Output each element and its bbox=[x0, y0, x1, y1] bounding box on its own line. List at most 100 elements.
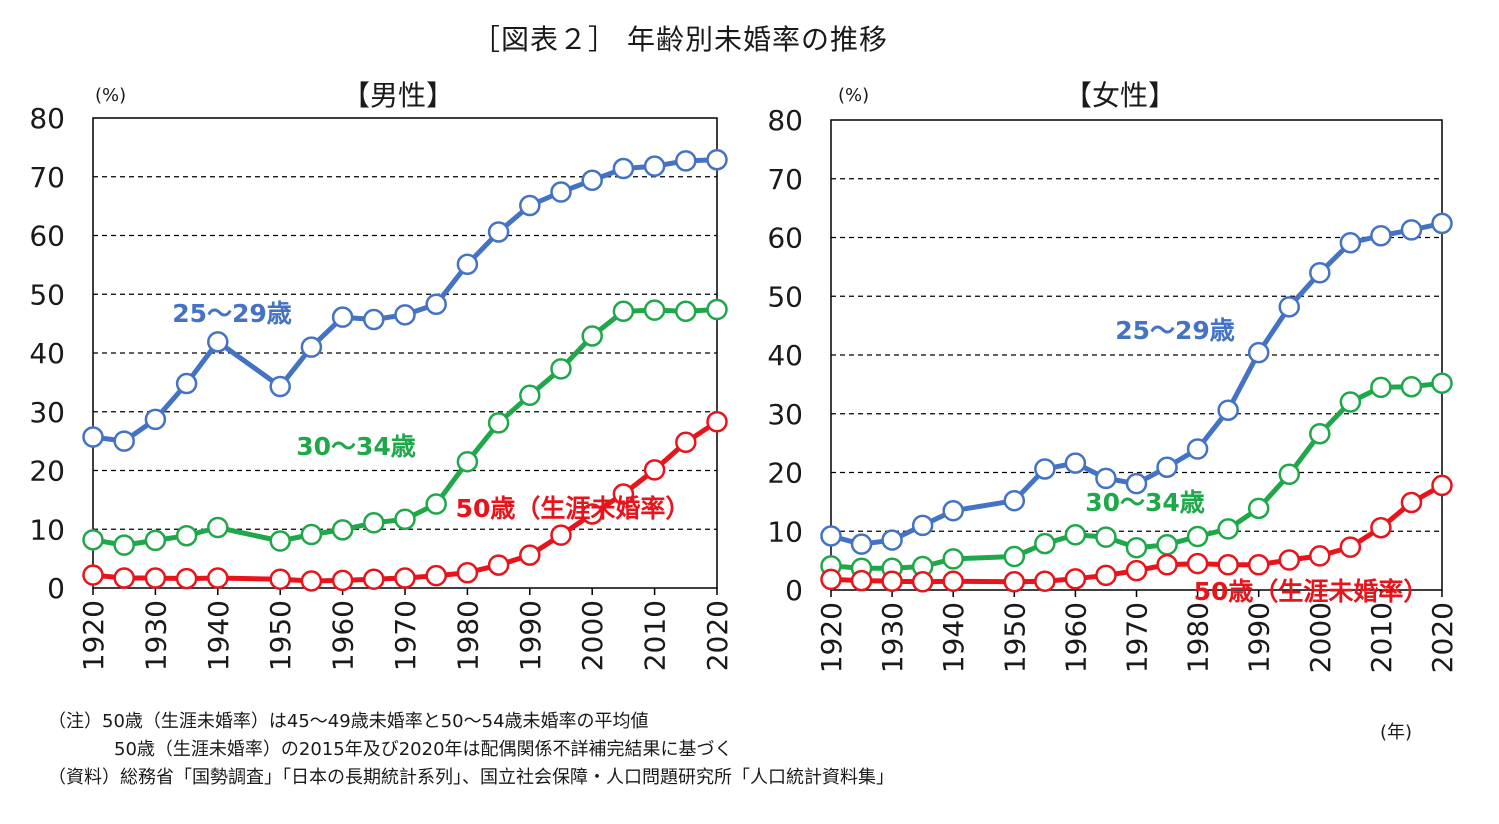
female-data-point-2 bbox=[1339, 536, 1362, 558]
male-data-point-0 bbox=[612, 157, 635, 180]
chart-figure: 【男性】 (%) 0 10 20 30 40 50 60 70 80 1920 1930 1940 1950… bbox=[29, 79, 1459, 673]
female-panel-title: 【女性】 bbox=[1064, 79, 1176, 112]
male-data-point-1 bbox=[207, 516, 229, 539]
male-data-point-2 bbox=[82, 564, 104, 586]
male-x-tick-label: 2020 bbox=[701, 600, 734, 671]
female-x-tick-label: 1990 bbox=[1243, 602, 1276, 673]
female-data-point-2 bbox=[911, 571, 934, 593]
male-data-point-0 bbox=[175, 372, 198, 395]
male-data-point-2 bbox=[207, 567, 229, 589]
male-x-tick-label: 1980 bbox=[451, 600, 484, 671]
female-x-tick-label: 1950 bbox=[998, 602, 1031, 673]
female-x-tick-label: 2020 bbox=[1426, 602, 1459, 673]
note-2: 50歳（生涯未婚率）の2015年及び2020年は配偶関係不詳補完結果に基づく bbox=[114, 739, 733, 760]
female-y-tick-label: 80 bbox=[767, 104, 803, 137]
male-data-point-2 bbox=[363, 568, 385, 590]
female-data-point-0 bbox=[1309, 262, 1331, 284]
male-data-point-2 bbox=[113, 567, 135, 589]
male-data-point-0 bbox=[300, 336, 323, 358]
male-data-point-1 bbox=[706, 298, 728, 321]
female-data-point-0 bbox=[1370, 224, 1392, 247]
female-data-point-0 bbox=[1064, 452, 1087, 474]
female-data-point-1 bbox=[1217, 518, 1239, 540]
male-data-point-1 bbox=[144, 529, 167, 552]
female-data-point-1 bbox=[1247, 497, 1270, 520]
male-y-tick-label: 80 bbox=[29, 102, 65, 135]
female-data-point-1 bbox=[1186, 525, 1209, 548]
female-x-tick-label: 2010 bbox=[1365, 602, 1398, 673]
female-data-point-0 bbox=[942, 499, 964, 522]
female-data-point-2 bbox=[1217, 553, 1239, 576]
male-series-label-0: 25～29歳 bbox=[172, 299, 292, 328]
male-y-tick-label: 30 bbox=[29, 396, 65, 429]
male-x-tick-label: 1920 bbox=[77, 600, 110, 671]
female-data-point-0 bbox=[1217, 399, 1239, 421]
male-data-point-0 bbox=[363, 308, 385, 331]
male-data-point-0 bbox=[550, 181, 572, 203]
male-y-tick-label: 50 bbox=[29, 278, 65, 311]
male-data-point-0 bbox=[456, 253, 479, 276]
male-x-tick-label: 2000 bbox=[576, 600, 609, 671]
male-y-tick-label: 40 bbox=[29, 337, 65, 370]
male-data-point-0 bbox=[82, 426, 104, 448]
female-y-tick-label: 0 bbox=[785, 574, 803, 607]
male-data-point-0 bbox=[519, 194, 541, 217]
female-data-point-1 bbox=[1064, 524, 1087, 546]
male-y-tick-label: 20 bbox=[29, 455, 65, 488]
female-data-point-0 bbox=[1003, 489, 1026, 512]
male-data-point-0 bbox=[144, 408, 167, 431]
female-data-point-0 bbox=[881, 529, 903, 551]
male-data-point-2 bbox=[581, 503, 603, 525]
male-data-point-1 bbox=[456, 450, 479, 473]
male-series-label-2: 50歳（生涯未婚率） bbox=[456, 494, 691, 523]
female-data-point-1 bbox=[1370, 376, 1392, 399]
female-data-point-2 bbox=[1064, 568, 1087, 590]
male-y-tick-label: 70 bbox=[29, 161, 65, 194]
female-series-label-0: 25～29歳 bbox=[1115, 316, 1235, 345]
male-data-point-0 bbox=[487, 221, 510, 243]
male-data-point-2 bbox=[675, 431, 697, 454]
female-y-unit-label: (%) bbox=[838, 85, 869, 106]
male-data-point-0 bbox=[269, 375, 291, 398]
female-data-point-2 bbox=[1034, 570, 1056, 592]
female-data-point-2 bbox=[1431, 474, 1453, 497]
male-data-point-1 bbox=[487, 412, 510, 434]
female-data-point-1 bbox=[942, 548, 964, 570]
male-data-point-1 bbox=[550, 358, 572, 380]
female-y-tick-label: 40 bbox=[767, 339, 803, 372]
female-series-label-2: 50歳（生涯未婚率） bbox=[1194, 577, 1429, 606]
female-data-point-2 bbox=[1400, 491, 1423, 514]
female-data-point-2 bbox=[881, 570, 903, 592]
female-data-point-1 bbox=[1034, 532, 1056, 555]
female-x-tick-label: 1970 bbox=[1121, 602, 1154, 673]
female-data-point-2 bbox=[1003, 571, 1026, 593]
female-data-point-0 bbox=[1339, 232, 1362, 254]
female-data-point-0 bbox=[1278, 296, 1300, 318]
male-series-label-1: 30～34歳 bbox=[296, 432, 416, 461]
female-data-point-1 bbox=[1125, 536, 1148, 559]
male-data-point-2 bbox=[175, 567, 198, 590]
male-x-tick-label: 1940 bbox=[202, 600, 235, 671]
male-data-point-1 bbox=[581, 325, 603, 347]
female-data-point-0 bbox=[1095, 467, 1117, 490]
male-y-unit-label: (%) bbox=[95, 85, 126, 106]
female-data-point-0 bbox=[1186, 438, 1209, 460]
female-y-tick-label: 10 bbox=[767, 515, 803, 548]
female-x-tick-label: 1980 bbox=[1182, 602, 1215, 673]
male-data-point-1 bbox=[394, 508, 416, 531]
female-x-tick-label: 2000 bbox=[1304, 602, 1337, 673]
female-data-point-2 bbox=[1156, 553, 1178, 576]
male-data-point-2 bbox=[425, 564, 447, 587]
male-y-tick-label: 0 bbox=[47, 572, 65, 605]
male-data-point-1 bbox=[300, 523, 323, 546]
male-data-point-1 bbox=[643, 299, 666, 321]
male-x-tick-label: 1960 bbox=[327, 600, 360, 671]
male-data-point-2 bbox=[706, 410, 728, 433]
female-data-point-2 bbox=[1125, 559, 1148, 582]
male-panel-title: 【男性】 bbox=[342, 79, 454, 112]
female-data-point-2 bbox=[1095, 564, 1117, 587]
female-x-tick-label: 1940 bbox=[937, 602, 970, 673]
female-data-point-2 bbox=[1186, 552, 1209, 575]
female-data-point-0 bbox=[911, 514, 934, 537]
female-data-point-1 bbox=[1095, 526, 1117, 548]
